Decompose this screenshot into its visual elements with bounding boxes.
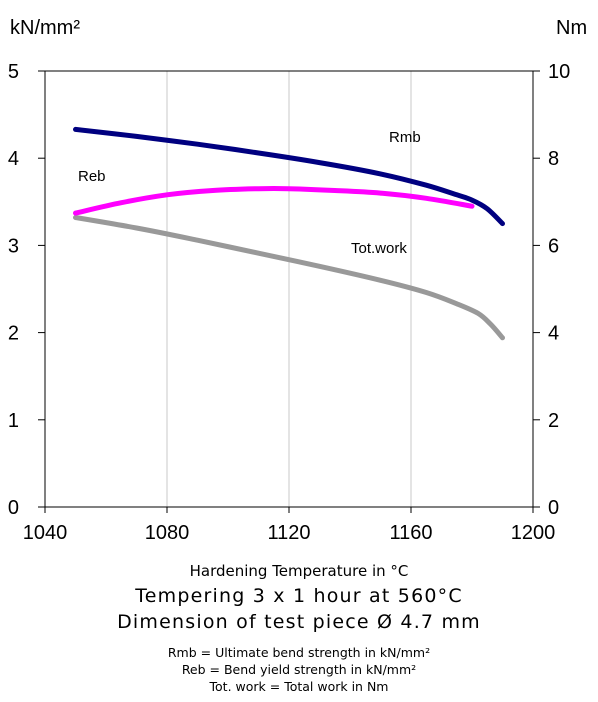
x-tick-label: 1080	[145, 522, 190, 544]
y-right-tick-label: 10	[548, 61, 570, 83]
annotation-rmb: Rmb	[389, 129, 421, 146]
y-left-tick-label: 0	[8, 497, 19, 519]
grid-lines	[166, 71, 412, 507]
series-line-reb	[73, 185, 475, 216]
y-right-tick-label: 0	[548, 497, 559, 519]
x-tick-label: 1120	[267, 522, 310, 544]
legend-note-rmb: Rmb = Ultimate bend strength in kN/mm²	[167, 645, 431, 660]
legend-note-reb: Reb = Bend yield strength in kN/mm²	[181, 662, 417, 677]
series-group	[73, 126, 505, 341]
y-right-tick-label: 8	[548, 148, 559, 170]
x-tick-label: 1040	[23, 522, 68, 544]
legend-note-totwork: Tot. work = Total work in Nm	[209, 679, 389, 694]
y-left-tick-label: 1	[8, 410, 19, 432]
y-left-tick-label: 3	[8, 235, 19, 257]
y-right-axis-label: Nm	[556, 17, 587, 39]
axis-ticks: 1040 1080 1120 1160 1200 0 1 2 3 4 5 0 2 4 6 8 10	[8, 61, 570, 544]
y-right-tick-label: 2	[548, 410, 559, 432]
annotation-totwork: Tot.work	[351, 240, 407, 257]
y-right-tick-label: 4	[548, 323, 559, 345]
chart-svg: 1040 1080 1120 1160 1200 0 1 2 3 4 5 0 2 4 6 8 10 kN/mm²…	[8, 17, 587, 544]
series-line-rmb	[73, 126, 505, 227]
y-left-axis-label: kN/mm²	[10, 17, 80, 39]
x-tick-label: 1160	[389, 522, 432, 544]
annotation-reb: Reb	[78, 168, 106, 185]
x-tick-label: 1200	[511, 522, 556, 544]
y-right-tick-label: 6	[548, 235, 559, 257]
y-left-tick-label: 2	[8, 323, 19, 345]
series-line-tot-work	[73, 215, 505, 341]
dimension-caption: Dimension of test piece Ø 4.7 mm	[117, 611, 481, 633]
y-left-tick-label: 4	[8, 148, 19, 170]
y-left-tick-label: 5	[8, 61, 19, 83]
tempering-caption: Tempering 3 x 1 hour at 560°C	[135, 585, 463, 607]
x-axis-label: Hardening Temperature in °C	[189, 562, 409, 580]
